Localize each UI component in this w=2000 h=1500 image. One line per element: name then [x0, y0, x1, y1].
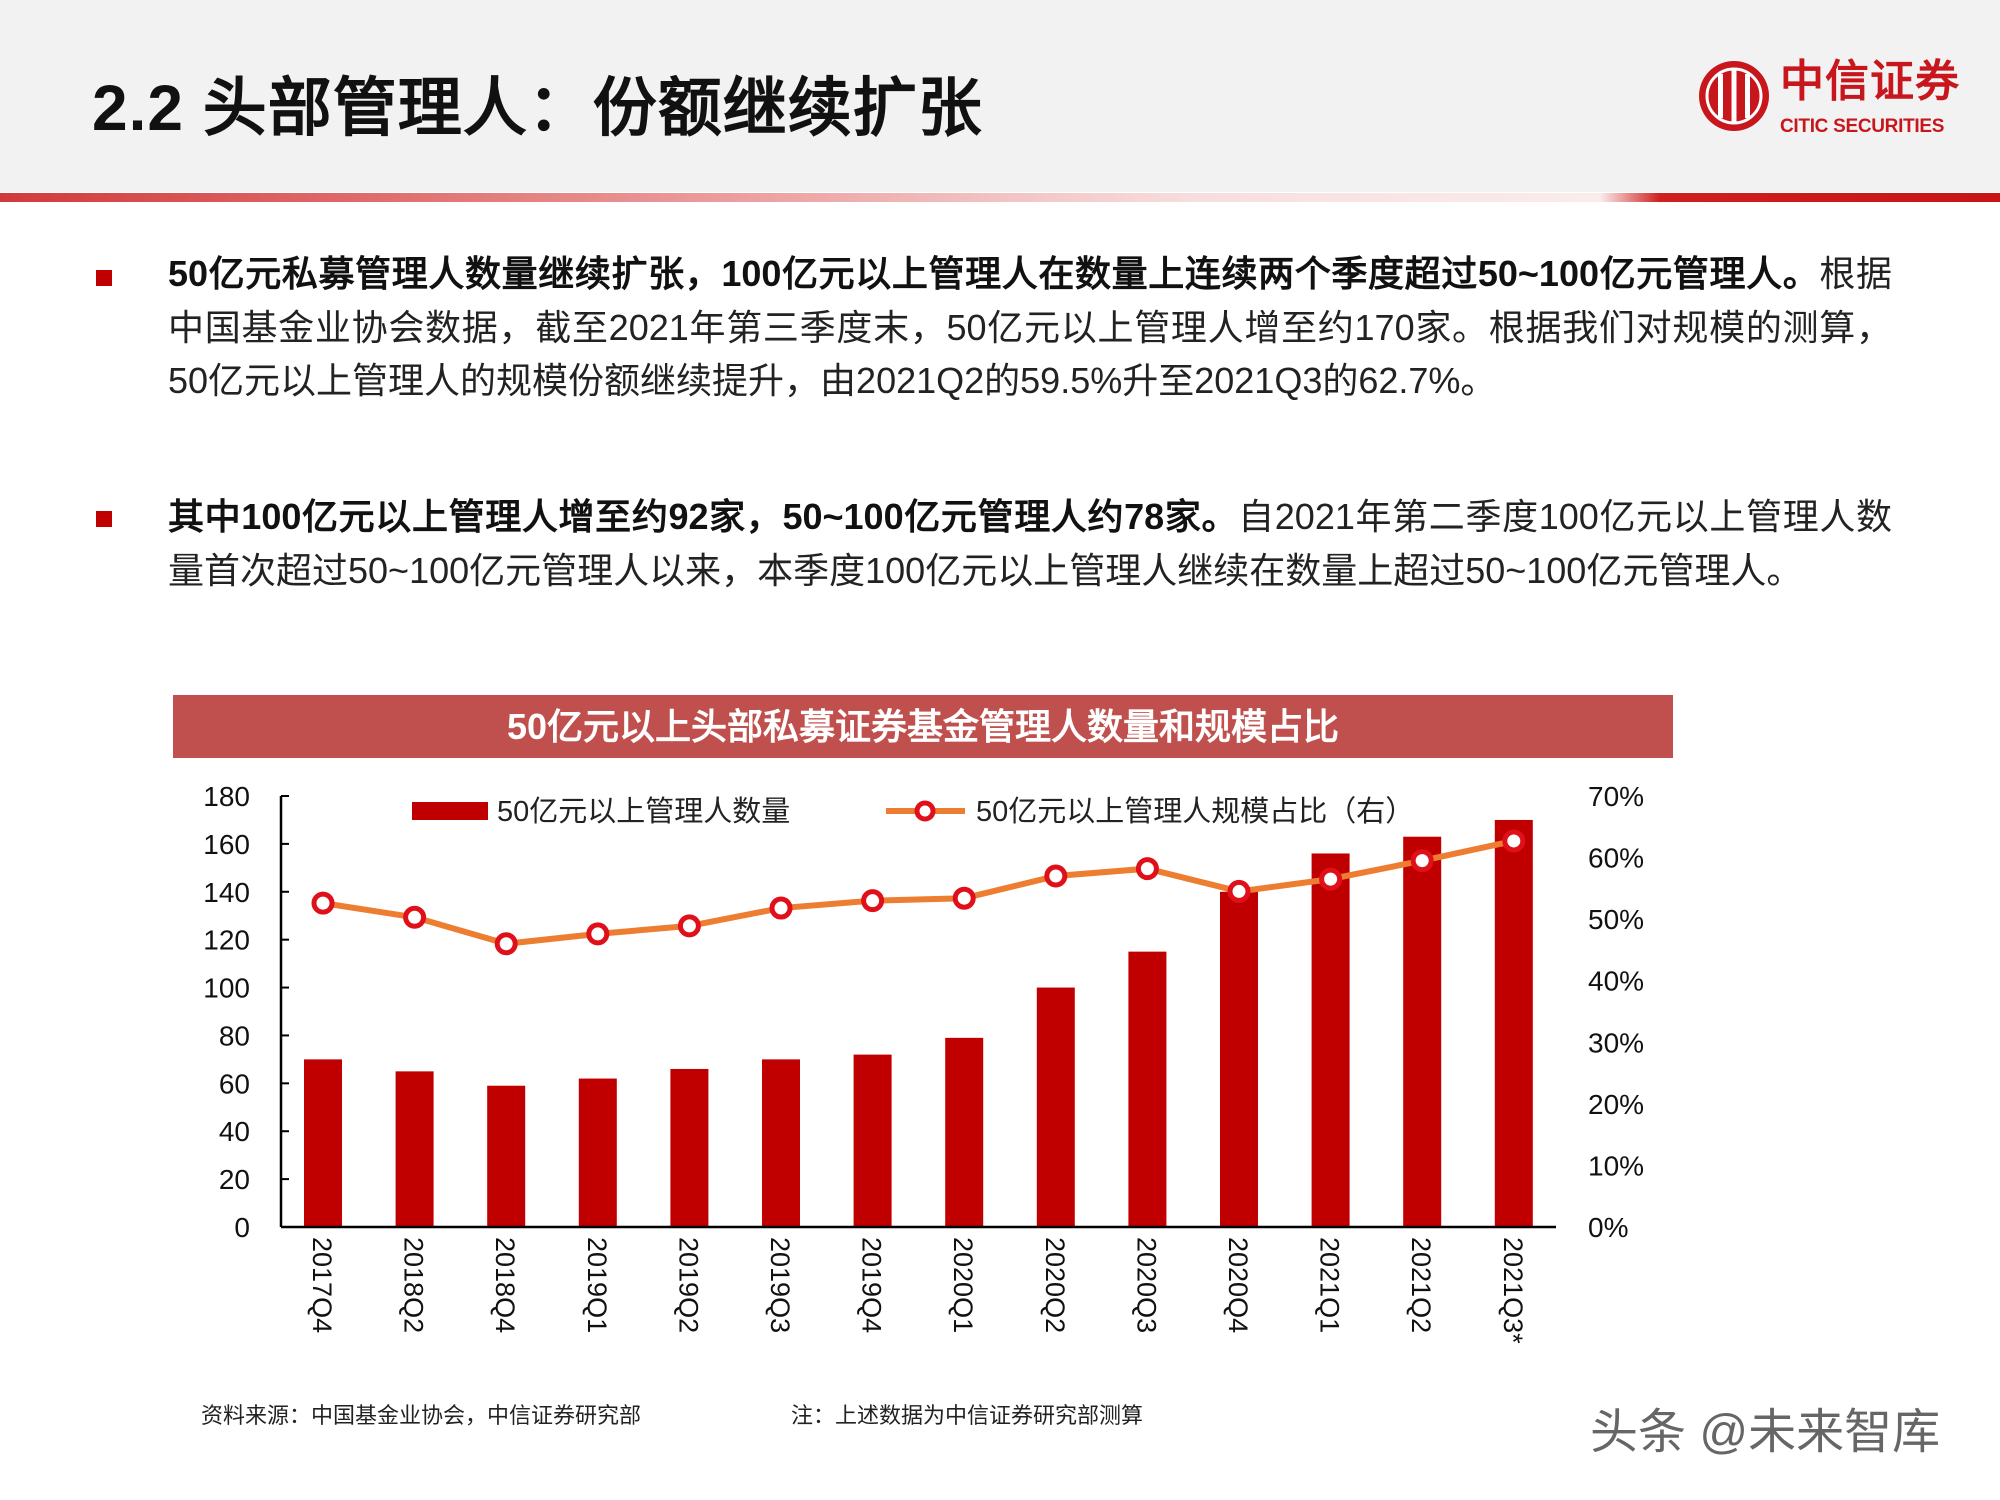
- bar: [1220, 891, 1258, 1227]
- x-tick-label: 2020Q2: [1040, 1237, 1070, 1333]
- page-title: 2.2 头部管理人：份额继续扩张: [92, 72, 983, 144]
- y-tick-label-left: 180: [203, 781, 250, 812]
- y-tick-label-left: 80: [219, 1020, 250, 1051]
- bar: [304, 1059, 342, 1227]
- bar: [945, 1037, 984, 1227]
- logo-text-cn: 中信证券: [1780, 56, 1960, 107]
- x-tick-label: 2019Q1: [582, 1237, 612, 1333]
- y-tick-label-left: 20: [219, 1164, 250, 1195]
- citic-logo: 中信证券 CITIC SECURITIES: [1696, 58, 1976, 148]
- share-line: [322, 838, 1515, 947]
- x-tick-label: 2021Q1: [1315, 1237, 1345, 1333]
- bar: [762, 1059, 800, 1227]
- y-tick-label-left: 40: [219, 1116, 250, 1147]
- x-tick-label: 2020Q4: [1223, 1237, 1253, 1333]
- share-marker: [861, 889, 885, 913]
- x-tick-label: 2017Q4: [307, 1237, 337, 1333]
- watermark: 头条 @未来智库: [1590, 1406, 1941, 1459]
- y-tick-label-right: 70%: [1588, 781, 1644, 812]
- legend-swatch-bar: [412, 802, 488, 820]
- header-divider: [0, 193, 2000, 202]
- x-tick-label: 2020Q3: [1131, 1237, 1161, 1333]
- share-marker: [1502, 829, 1526, 853]
- bar: [853, 1054, 892, 1227]
- y-tick-label-left: 60: [219, 1068, 250, 1099]
- logo-text-en: CITIC SECURITIES: [1780, 116, 1945, 137]
- x-tick-label: 2019Q4: [857, 1237, 887, 1333]
- bar: [1128, 951, 1167, 1227]
- share-marker: [952, 886, 976, 910]
- y-tick-label-left: 100: [203, 973, 250, 1004]
- y-tick-label-right: 10%: [1588, 1150, 1644, 1181]
- y-tick-label-left: 140: [203, 877, 250, 908]
- legend-label-bar: 50亿元以上管理人数量: [497, 795, 790, 828]
- bar: [578, 1078, 617, 1227]
- bar: [1494, 819, 1533, 1227]
- share-marker: [1227, 879, 1251, 903]
- share-marker: [1319, 867, 1343, 891]
- bullet-marker: [96, 511, 112, 527]
- chart-title: 50亿元以上头部私募证券基金管理人数量和规模占比: [173, 695, 1673, 758]
- bar: [395, 1071, 434, 1227]
- share-marker: [1410, 849, 1434, 873]
- legend-label-line: 50亿元以上管理人规模占比（右）: [976, 795, 1414, 828]
- combo-chart: 0 20 40 60 80 100 120 140 160 180 0% 10% 20% 30% 40% 50…: [203, 781, 1644, 1344]
- share-marker: [403, 905, 427, 929]
- x-tick-label: 2018Q2: [399, 1237, 429, 1333]
- y-tick-label-left: 0: [234, 1212, 250, 1243]
- x-tick-label: 2019Q3: [765, 1237, 795, 1333]
- share-marker: [494, 932, 518, 956]
- bar: [670, 1068, 709, 1227]
- y-tick-label-right: 60%: [1588, 843, 1644, 874]
- share-marker: [1135, 857, 1159, 881]
- y-tick-label-right: 0%: [1588, 1212, 1628, 1243]
- source-note: 资料来源：中国基金业协会，中信证券研究部: [201, 1403, 642, 1428]
- y-tick-label-left: 120: [203, 925, 250, 956]
- x-tick-label: 2018Q4: [490, 1237, 520, 1333]
- bullet-2-bold: 其中100亿元以上管理人增至约92家，50~100亿元管理人约78家。: [168, 496, 1239, 537]
- x-tick-label: 2021Q2: [1406, 1237, 1436, 1333]
- y-tick-label-right: 30%: [1588, 1027, 1644, 1058]
- bar: [1036, 987, 1075, 1227]
- share-marker: [769, 896, 793, 920]
- y-tick-label-left: 160: [203, 829, 250, 860]
- bullet-1-bold: 50亿元私募管理人数量继续扩张，100亿元以上管理人在数量上连续两个季度超过50…: [168, 253, 1820, 294]
- bar: [487, 1085, 526, 1227]
- share-marker: [1044, 864, 1068, 888]
- bullet-2-text: 自2021年第二季度100亿元以上管理人数量首次超过50~100亿元管理人以来，…: [168, 496, 1892, 591]
- bullet-paragraph-1: 50亿元私募管理人数量继续扩张，100亿元以上管理人在数量上连续两个季度超过50…: [168, 247, 1892, 408]
- data-note: 注：上述数据为中信证券研究部测算: [791, 1403, 1144, 1428]
- x-tick-label: 2019Q2: [673, 1237, 703, 1333]
- bullet-paragraph-2: 其中100亿元以上管理人增至约92家，50~100亿元管理人约78家。自2021…: [168, 490, 1892, 597]
- y-tick-label-right: 40%: [1588, 966, 1644, 997]
- y-tick-label-right: 50%: [1588, 904, 1644, 935]
- bar: [1403, 836, 1442, 1227]
- header-band: [0, 0, 2000, 192]
- share-marker: [677, 914, 701, 938]
- share-marker: [311, 891, 335, 915]
- citic-emblem-icon: [1699, 61, 1769, 131]
- legend-marker: [914, 800, 936, 822]
- x-tick-label: 2020Q1: [948, 1237, 978, 1333]
- bullet-1-text: 根据中国基金业协会数据，截至2021年第三季度末，50亿元以上管理人增至约170…: [168, 253, 1892, 401]
- share-marker: [586, 922, 610, 946]
- bullet-marker: [96, 270, 112, 286]
- x-tick-label: 2021Q3*: [1498, 1237, 1528, 1344]
- y-tick-label-right: 20%: [1588, 1089, 1644, 1120]
- bar: [1311, 853, 1350, 1227]
